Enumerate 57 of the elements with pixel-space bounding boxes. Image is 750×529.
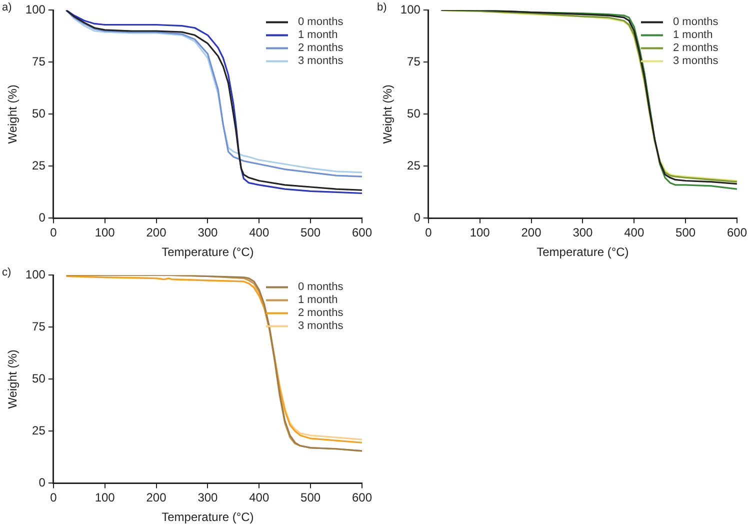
x-tick-label: 300 [198, 490, 218, 505]
y-tick-label: 100 [25, 268, 46, 282]
legend-label: 3 months [672, 55, 719, 68]
y-tick-label: 25 [32, 424, 46, 438]
x-tick-label: 500 [676, 226, 696, 240]
x-axis-title: Temperature (°C) [536, 245, 629, 260]
legend-label: 3 months [298, 55, 344, 68]
y-axis-title: Weight (%) [380, 84, 395, 144]
chart-title: c) [2, 266, 12, 279]
legend-label: 2 months [298, 307, 344, 320]
y-tick-label: 100 [400, 2, 421, 17]
x-tick-label: 200 [146, 226, 167, 240]
x-tick-label: 100 [94, 226, 116, 240]
legend-label: 2 months [672, 42, 719, 54]
y-tick-label: 75 [407, 54, 421, 69]
x-tick-label: 100 [94, 490, 116, 505]
y-tick-label: 50 [32, 372, 46, 386]
x-tick-label: 500 [300, 226, 321, 240]
y-tick-label: 0 [414, 210, 421, 225]
legend-label: 1 month [672, 29, 713, 42]
x-tick-label: 600 [726, 226, 748, 240]
legend-label: 1 month [298, 294, 338, 306]
x-tick-label: 400 [249, 490, 270, 505]
y-tick-label: 25 [32, 158, 46, 173]
x-axis-title: Temperature (°C) [162, 245, 254, 260]
x-tick-label: 0 [425, 226, 432, 240]
x-tick-label: 0 [50, 490, 58, 505]
x-tick-label: 300 [572, 226, 594, 240]
y-tick-label: 0 [38, 476, 46, 490]
legend-label: 2 months [298, 42, 344, 54]
chart-title: a) [2, 2, 12, 14]
x-tick-label: 500 [300, 490, 321, 505]
y-axis-title: Weight (%) [6, 350, 20, 409]
y-tick-label: 50 [407, 106, 421, 121]
y-tick-label: 25 [407, 158, 421, 173]
legend-label: 1 month [298, 29, 338, 42]
x-tick-label: 400 [624, 226, 644, 240]
x-tick-label: 600 [352, 226, 372, 240]
y-tick-label: 100 [25, 2, 46, 17]
legend-label: 0 months [298, 281, 344, 294]
x-tick-label: 200 [146, 490, 167, 505]
legend-label: 0 months [672, 16, 719, 28]
y-axis-title: Weight (%) [6, 84, 20, 144]
y-tick-label: 0 [38, 210, 46, 225]
y-tick-label: 75 [32, 320, 46, 334]
x-tick-label: 100 [470, 226, 490, 240]
x-tick-label: 300 [198, 226, 218, 240]
chart-title: b) [377, 2, 387, 14]
legend-label: 0 months [298, 16, 344, 28]
legend-label: 3 months [298, 320, 344, 332]
x-tick-label: 0 [50, 226, 58, 240]
x-tick-label: 600 [352, 490, 372, 505]
x-tick-label: 400 [249, 226, 270, 240]
x-axis-title: Temperature (°C) [162, 510, 254, 524]
y-tick-label: 50 [32, 106, 46, 121]
y-tick-label: 75 [32, 54, 46, 69]
x-tick-label: 200 [521, 226, 542, 240]
